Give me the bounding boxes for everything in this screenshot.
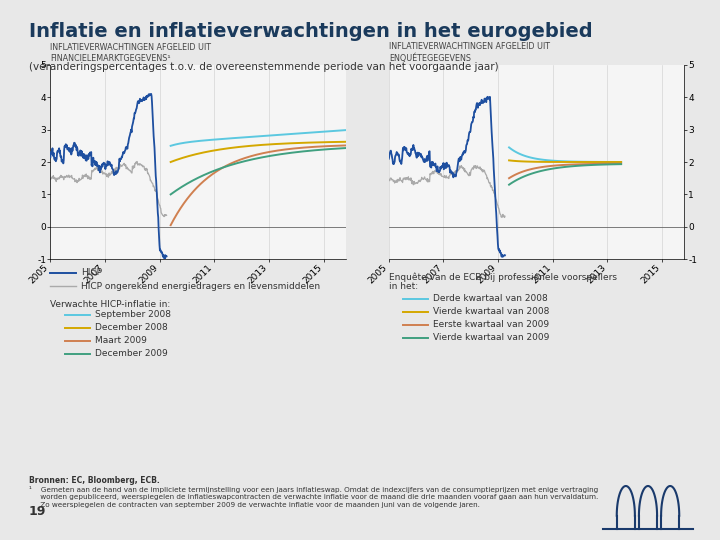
Text: Vierde kwartaal van 2008: Vierde kwartaal van 2008 <box>433 307 550 316</box>
Text: December 2008: December 2008 <box>95 323 168 332</box>
Text: Bronnen: EC, Bloomberg, ECB.: Bronnen: EC, Bloomberg, ECB. <box>29 476 160 485</box>
Text: HICP: HICP <box>81 268 102 277</box>
Text: December 2009: December 2009 <box>95 349 168 358</box>
Text: Inflatie en inflatieverwachtingen in het eurogebied: Inflatie en inflatieverwachtingen in het… <box>29 22 593 40</box>
Text: Zo weerspiegelen de contracten van september 2009 de verwachte inflatie voor de : Zo weerspiegelen de contracten van septe… <box>29 502 480 508</box>
Text: 19: 19 <box>29 505 46 518</box>
Text: September 2008: September 2008 <box>95 310 171 319</box>
Text: ¹    Gemeten aan de hand van de impliciete termijnstelling voor een jaars inflat: ¹ Gemeten aan de hand van de impliciete … <box>29 486 598 493</box>
Text: Verwachte HICP-inflatie in:: Verwachte HICP-inflatie in: <box>50 300 171 309</box>
Text: worden gepubliceerd, weerspiegelen de inflatieswapcontracten de verwachte inflat: worden gepubliceerd, weerspiegelen de in… <box>29 494 598 500</box>
Text: INFLATIEVERWACHTINGEN AFGELEID UIT
ENQUÉTEGEGEVENS: INFLATIEVERWACHTINGEN AFGELEID UIT ENQUÉ… <box>389 42 550 63</box>
Text: INFLATIEVERWACHTINGEN AFGELEID UIT
FINANCIELEMARKTGEGEVENS¹: INFLATIEVERWACHTINGEN AFGELEID UIT FINAN… <box>50 43 212 63</box>
Text: Enquête van de ECB bij professionele voorspellers: Enquête van de ECB bij professionele voo… <box>389 273 617 282</box>
Text: Eerste kwartaal van 2009: Eerste kwartaal van 2009 <box>433 320 549 329</box>
Text: in het:: in het: <box>389 282 418 292</box>
Text: Derde kwartaal van 2008: Derde kwartaal van 2008 <box>433 294 548 303</box>
Text: (veranderingspercentages t.o.v. de overeenstemmende periode van het voorgaande j: (veranderingspercentages t.o.v. de overe… <box>29 62 498 72</box>
Text: HICP ongerekend energiedragers en levensmiddelen: HICP ongerekend energiedragers en levens… <box>81 282 320 291</box>
Text: Maart 2009: Maart 2009 <box>95 336 147 345</box>
Text: Vierde kwartaal van 2009: Vierde kwartaal van 2009 <box>433 333 550 342</box>
